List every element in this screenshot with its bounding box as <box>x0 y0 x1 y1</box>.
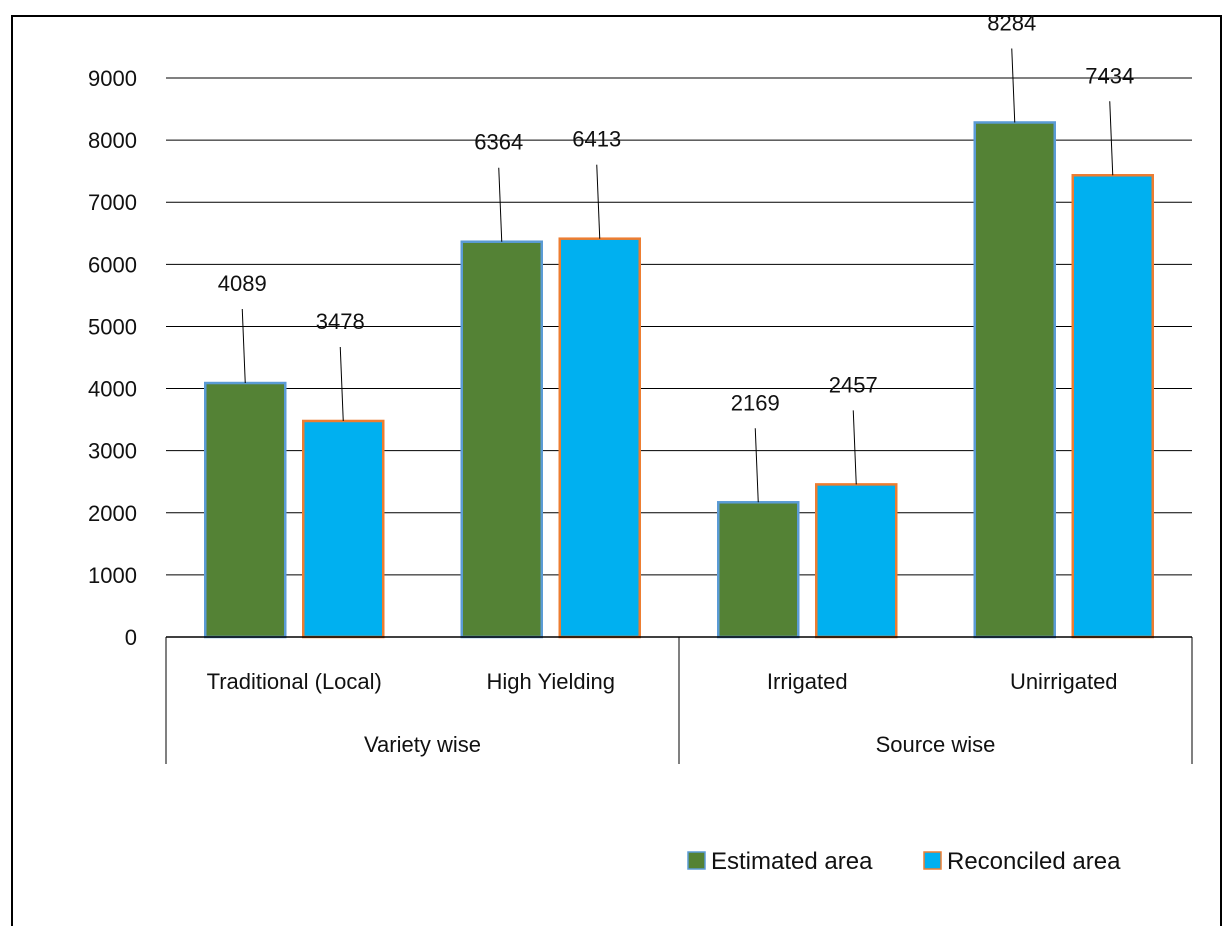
x-category-label-1: High Yielding <box>487 669 615 694</box>
leader-0-0 <box>241 309 246 384</box>
y-tick-label-0: 0 <box>125 625 137 650</box>
y-tick-label-2000: 2000 <box>88 501 137 526</box>
y-tick-label-9000: 9000 <box>88 66 137 91</box>
y-axis-tick-labels: 0 1000 2000 3000 4000 5000 6000 7000 8000 9000 <box>88 66 137 650</box>
bar-estimated-2 <box>717 501 800 639</box>
y-tick-label-8000: 8000 <box>88 128 137 153</box>
data-label-reconciled-1: 6413 <box>572 127 621 152</box>
y-tick-label-3000: 3000 <box>88 439 137 464</box>
leader-1-3 <box>1109 101 1114 176</box>
legend-label-estimated: Estimated area <box>711 848 873 875</box>
data-label-leaders <box>241 48 1114 503</box>
data-label-reconciled-2: 2457 <box>829 372 878 397</box>
y-tick-label-4000: 4000 <box>88 377 137 402</box>
y-tick-label-6000: 6000 <box>88 252 137 277</box>
x-category-label-0: Traditional (Local) <box>207 669 382 694</box>
legend-swatch-reconciled <box>923 851 942 870</box>
leader-1-2 <box>852 410 857 485</box>
legend-label-reconciled: Reconciled area <box>947 848 1121 875</box>
bar-estimated-1 <box>460 240 543 639</box>
data-label-reconciled-0: 3478 <box>316 309 365 334</box>
x-group-label-0: Variety wise <box>364 732 481 757</box>
x-group-label-1: Source wise <box>876 732 996 757</box>
bar-reconciled-3 <box>1071 174 1154 639</box>
x-category-label-2: Irrigated <box>767 669 848 694</box>
bars <box>204 121 1154 639</box>
x-axis: Traditional (Local) High Yielding Irrigate… <box>165 636 1193 764</box>
data-label-estimated-3: 8284 <box>987 10 1036 35</box>
bar-reconciled-0 <box>302 419 385 639</box>
legend: Estimated area Reconciled area <box>687 848 1121 875</box>
leader-0-1 <box>498 167 503 242</box>
y-tick-label-7000: 7000 <box>88 190 137 215</box>
leader-0-3 <box>1011 48 1016 123</box>
bar-reconciled-1 <box>558 237 641 639</box>
leader-0-2 <box>754 428 759 503</box>
y-tick-label-5000: 5000 <box>88 314 137 339</box>
bar-estimated-3 <box>973 121 1056 639</box>
y-tick-label-1000: 1000 <box>88 563 137 588</box>
bar-estimated-0 <box>204 381 287 639</box>
data-label-estimated-2: 2169 <box>731 390 780 415</box>
x-category-label-3: Unirrigated <box>1010 669 1118 694</box>
data-labels: 4089 3478 6364 6413 2169 2457 8284 7434 <box>218 10 1134 415</box>
bar-reconciled-2 <box>815 483 898 639</box>
data-label-estimated-0: 4089 <box>218 271 267 296</box>
legend-swatch-estimated <box>687 851 706 870</box>
leader-1-1 <box>596 164 601 239</box>
leader-1-0 <box>339 346 344 421</box>
data-label-estimated-1: 6364 <box>474 130 523 155</box>
data-label-reconciled-3: 7434 <box>1085 63 1134 88</box>
